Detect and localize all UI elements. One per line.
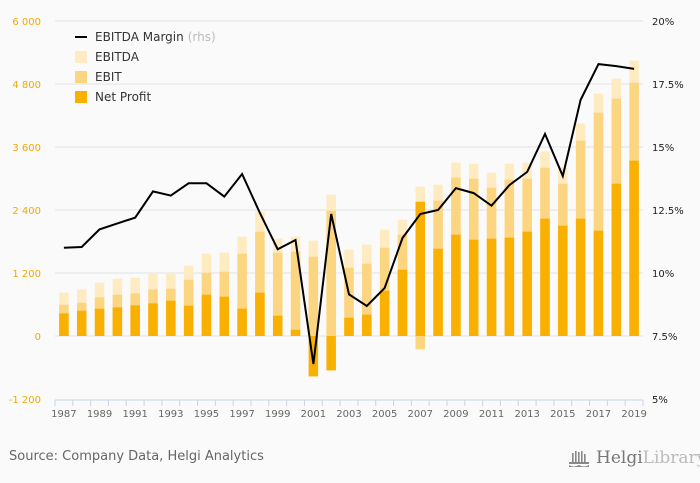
y-left-tick-label: 0 <box>35 332 41 343</box>
source-note: Source: Company Data, Helgi Analytics <box>9 449 264 464</box>
x-tick-label: 2009 <box>443 409 468 420</box>
legend-suffix: (rhs) <box>187 30 216 44</box>
ebit-bar <box>344 267 354 336</box>
net-profit-bar <box>558 225 568 336</box>
helgi-library-logo[interactable]: HelgiLibrary. <box>568 448 700 468</box>
x-tick-label: 1991 <box>122 409 147 420</box>
x-axis: 1987 1989 1991 1993 1995 1997 1999 2001 2003 2005… <box>51 399 647 420</box>
net-profit-bar <box>575 218 586 336</box>
net-profit-bar <box>219 296 230 336</box>
legend-label: EBITDA <box>95 50 139 64</box>
y-right-tick-label: 20% <box>652 17 674 28</box>
margin-line <box>63 63 635 365</box>
library-building-icon <box>569 451 589 467</box>
legend-item-ebit[interactable]: EBIT <box>75 67 216 87</box>
ebitda-swatch-icon <box>75 51 87 63</box>
legend-label: EBITDA Margin <box>95 30 184 44</box>
net-profit-bar <box>451 234 461 336</box>
y-right-tick-label: 10% <box>652 269 674 280</box>
net-profit-bar <box>362 314 372 336</box>
ebitda-margin-line <box>63 63 635 365</box>
net-profit-bar <box>237 308 247 336</box>
x-tick-label: 1993 <box>158 409 183 420</box>
net-profit-bar <box>326 336 336 371</box>
ebit-bar <box>290 251 301 336</box>
net-profit-bar <box>272 315 283 336</box>
ebit-bar <box>237 253 247 336</box>
net-profit-bar <box>522 231 532 336</box>
chart: -1 200 0 1 200 2 400 3 600 4 800 6 000 5% 7.5% 1… <box>9 17 684 420</box>
legend: EBITDA Margin (rhs) EBITDA EBIT Net Prof… <box>75 27 216 107</box>
net-profit-bar <box>611 183 622 336</box>
legend-label: Net Profit <box>95 90 152 104</box>
x-tick-label: 2017 <box>586 409 611 420</box>
x-tick-label: 1997 <box>229 409 254 420</box>
legend-item-net-profit[interactable]: Net Profit <box>75 87 216 107</box>
net-profit-bar <box>290 329 301 336</box>
legend-label: EBIT <box>95 70 122 84</box>
net-profit-bar <box>94 308 105 336</box>
y-left-tick-label: 2 400 <box>12 206 41 217</box>
net-profit-bar <box>433 248 443 336</box>
y-right-tick-label: 5% <box>652 395 668 406</box>
net-profit-bar <box>344 317 354 336</box>
ebit-bar <box>255 231 265 336</box>
x-tick-label: 2001 <box>301 409 326 420</box>
x-tick-label: 2007 <box>408 409 433 420</box>
net-profit-bar <box>59 313 69 336</box>
net-profit-bar <box>415 201 426 336</box>
net-profit-bar <box>112 307 123 336</box>
net-profit-bar <box>130 305 140 336</box>
x-tick-label: 1999 <box>265 409 290 420</box>
y-right-tick-label: 17.5% <box>652 80 684 91</box>
ebit-bar <box>308 256 319 336</box>
x-tick-label: 2015 <box>550 409 575 420</box>
net-profit-bar <box>468 239 479 336</box>
ebit-bar <box>272 252 283 336</box>
net-profit-bar <box>255 292 265 336</box>
net-profit-bar <box>76 310 87 336</box>
y-left-tick-label: -1 200 <box>9 395 41 406</box>
legend-item-ebitda[interactable]: EBITDA <box>75 47 216 67</box>
y-axis-right: 5% 7.5% 10% 12.5% 15% 17.5% 20% <box>652 17 684 406</box>
ebit-bar <box>362 263 372 336</box>
net-profit-bar <box>486 238 497 336</box>
ebit-bar <box>593 112 604 336</box>
logo-text-helgi: Helgi <box>596 448 643 468</box>
x-tick-label: 1987 <box>51 409 76 420</box>
net-profit-bar <box>183 305 194 336</box>
net-profit-bar <box>504 237 515 336</box>
y-left-tick-label: 3 600 <box>12 143 41 154</box>
line-swatch-icon <box>75 36 87 38</box>
net-profit-bar <box>593 230 604 336</box>
x-tick-label: 2019 <box>621 409 646 420</box>
x-tick-label: 2011 <box>479 409 504 420</box>
net-profit-swatch-icon <box>75 91 87 103</box>
ebit-swatch-icon <box>75 71 87 83</box>
net-profit-bar <box>540 218 550 336</box>
x-tick-label: 2005 <box>372 409 397 420</box>
net-profit-bar <box>397 269 408 336</box>
x-tick-label: 2003 <box>336 409 361 420</box>
y-right-tick-label: 15% <box>652 143 674 154</box>
y-right-tick-label: 7.5% <box>652 332 677 343</box>
net-profit-bar <box>166 300 176 336</box>
legend-item-ebitda-margin[interactable]: EBITDA Margin (rhs) <box>75 27 216 47</box>
y-axis-left: -1 200 0 1 200 2 400 3 600 4 800 6 000 <box>9 17 41 406</box>
y-right-tick-label: 12.5% <box>652 206 684 217</box>
net-profit-bar <box>629 160 639 336</box>
x-tick-label: 2013 <box>514 409 539 420</box>
net-profit-bar <box>148 303 158 336</box>
y-left-tick-label: 4 800 <box>12 80 41 91</box>
net-profit-bar <box>379 290 390 336</box>
x-tick-label: 1989 <box>87 409 112 420</box>
bars <box>59 60 639 377</box>
logo-text-library: Library. <box>642 448 700 468</box>
y-left-tick-label: 6 000 <box>12 17 41 28</box>
net-profit-bar <box>201 294 212 336</box>
ebit-bar <box>415 336 426 350</box>
ebit-bar <box>326 210 336 336</box>
y-left-tick-label: 1 200 <box>12 269 41 280</box>
x-tick-label: 1995 <box>194 409 219 420</box>
